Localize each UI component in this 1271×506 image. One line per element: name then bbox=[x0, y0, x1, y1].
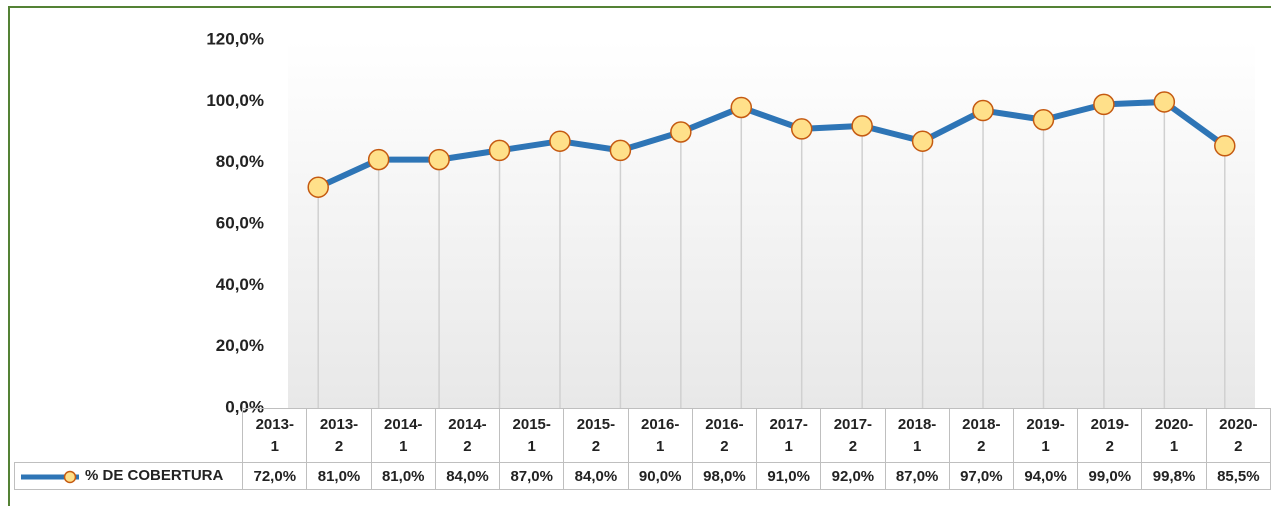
marker bbox=[911, 130, 934, 152]
y-tick-label: 60,0% bbox=[216, 213, 264, 232]
marker bbox=[488, 139, 511, 162]
x-tick-label: 2018-2 bbox=[948, 408, 1014, 463]
x-tick-label: 2017-1 bbox=[756, 408, 822, 463]
value-label: 87,0% bbox=[884, 462, 950, 490]
value-label: 99,0% bbox=[1077, 462, 1143, 490]
value-label: 72,0% bbox=[242, 462, 308, 490]
x-tick-label: 2015-1 bbox=[499, 408, 565, 463]
marker bbox=[609, 139, 632, 162]
x-tick-label: 2014-2 bbox=[434, 408, 501, 463]
x-tick-label: 2016-1 bbox=[627, 408, 693, 463]
legend-label: % DE COBERTURA bbox=[85, 467, 224, 485]
value-label: 85,5% bbox=[1205, 462, 1271, 490]
legend-icon bbox=[21, 470, 79, 483]
marker bbox=[428, 148, 450, 171]
marker bbox=[1214, 135, 1236, 157]
y-tick-label: 40,0% bbox=[216, 275, 264, 294]
value-label: 97,0% bbox=[948, 462, 1014, 490]
value-label: 92,0% bbox=[820, 462, 886, 490]
x-tick-label: 2014-1 bbox=[370, 408, 436, 463]
x-tick-label: 2020-2 bbox=[1205, 408, 1271, 463]
value-label: 81,0% bbox=[306, 462, 372, 490]
marker bbox=[670, 121, 692, 143]
frame bbox=[8, 6, 1271, 506]
value-label: 98,0% bbox=[691, 462, 758, 490]
x-tick-label: 2015-2 bbox=[563, 408, 629, 463]
blank-cell bbox=[15, 409, 243, 463]
marker bbox=[367, 148, 390, 171]
plot-area bbox=[288, 40, 1255, 408]
value-label: 99,8% bbox=[1141, 462, 1207, 490]
value-label: 90,0% bbox=[627, 462, 693, 490]
y-tick-label: 100,0% bbox=[206, 91, 264, 110]
x-tick-label: 2013-1 bbox=[242, 408, 308, 463]
value-label: 91,0% bbox=[756, 462, 822, 490]
x-tick-label: 2020-1 bbox=[1141, 408, 1207, 463]
x-tick-label: 2019-1 bbox=[1012, 408, 1079, 463]
legend-marker bbox=[63, 470, 77, 483]
marker bbox=[1032, 108, 1055, 131]
x-tick-label: 2016-2 bbox=[691, 408, 758, 463]
value-label: 94,0% bbox=[1012, 462, 1079, 490]
value-label: 81,0% bbox=[370, 462, 436, 490]
marker bbox=[1153, 91, 1176, 113]
data-table: 2013-1 2013-2 2014-1 2014-2 2015-1 2015-2 2016… bbox=[13, 408, 1271, 490]
x-tick-label: 2013-2 bbox=[306, 408, 372, 463]
legend-cell: % DE COBERTURA bbox=[13, 462, 244, 490]
marker bbox=[730, 96, 753, 119]
series-line bbox=[316, 98, 1227, 190]
marker bbox=[307, 176, 329, 198]
marker bbox=[549, 130, 571, 152]
y-tick-label: 120,0% bbox=[206, 29, 264, 48]
y-tick-label: 80,0% bbox=[216, 152, 264, 171]
value-label: 87,0% bbox=[499, 462, 565, 490]
marker bbox=[972, 99, 994, 122]
x-tick-label: 2017-2 bbox=[820, 408, 886, 463]
value-label: 84,0% bbox=[563, 462, 629, 490]
marker bbox=[851, 115, 873, 137]
x-tick-label: 2019-2 bbox=[1077, 408, 1143, 463]
x-tick-label: 2018-1 bbox=[884, 408, 950, 463]
y-tick-label: 20,0% bbox=[216, 336, 264, 355]
marker bbox=[790, 118, 813, 140]
value-label: 84,0% bbox=[434, 462, 501, 490]
marker bbox=[1093, 93, 1115, 116]
